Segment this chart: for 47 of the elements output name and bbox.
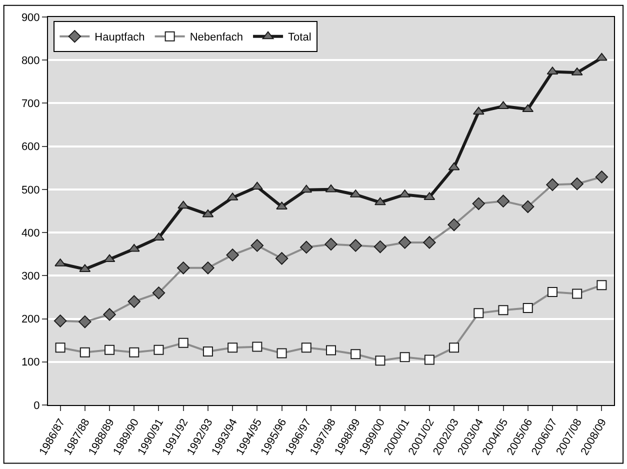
point — [128, 295, 140, 308]
y-tick-label: 0 — [34, 400, 40, 412]
y-tick-label: 200 — [21, 314, 40, 326]
point — [374, 240, 387, 254]
y-tick-label: 900 — [21, 12, 40, 24]
legend-label: Total — [288, 32, 312, 44]
point — [104, 254, 116, 262]
point — [374, 197, 386, 206]
point — [275, 252, 288, 265]
point — [472, 197, 485, 210]
point — [596, 52, 608, 61]
y-tick-label: 600 — [21, 141, 40, 154]
point — [423, 236, 436, 249]
point — [103, 308, 116, 321]
point — [496, 194, 510, 208]
point — [251, 182, 263, 190]
point — [570, 177, 584, 190]
point — [78, 315, 92, 328]
y-tick-label: 100 — [21, 356, 40, 369]
legend-label: Hauptfach — [94, 32, 145, 44]
point — [325, 184, 337, 192]
point — [300, 240, 313, 254]
point — [202, 262, 214, 274]
point — [128, 244, 140, 252]
point — [152, 286, 166, 300]
point — [54, 314, 67, 328]
y-tick-label: 800 — [21, 54, 40, 67]
y-tick-label: 400 — [21, 227, 40, 240]
legend-label: Nebenfach — [190, 32, 244, 44]
point — [522, 200, 534, 214]
point — [226, 248, 239, 262]
point — [595, 170, 608, 184]
point — [300, 184, 312, 193]
y-tick-label: 300 — [21, 270, 40, 283]
point — [324, 238, 338, 251]
point — [522, 104, 534, 112]
point — [448, 218, 460, 232]
point — [546, 178, 559, 192]
point — [398, 236, 412, 249]
point — [202, 209, 214, 218]
point — [177, 262, 190, 274]
point — [472, 106, 484, 115]
y-tick-label: 700 — [21, 98, 40, 110]
y-tick-label: 500 — [21, 184, 40, 196]
point — [250, 239, 264, 252]
point — [349, 239, 362, 252]
point — [448, 162, 460, 170]
